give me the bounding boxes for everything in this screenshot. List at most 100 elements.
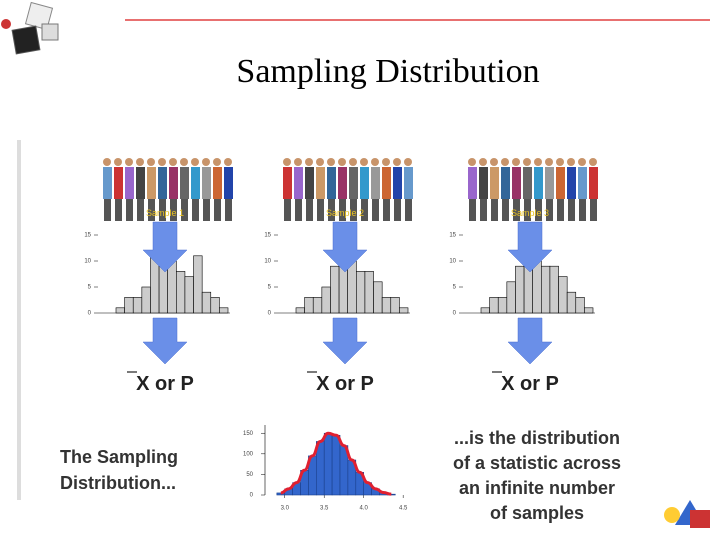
person-head <box>501 158 509 166</box>
bar <box>381 297 392 314</box>
y-tick-label: 0 <box>268 311 272 317</box>
person-legs <box>170 199 177 221</box>
person-body <box>202 167 211 199</box>
bar <box>399 307 409 314</box>
person-legs <box>590 199 597 221</box>
y-tick-label: 5 <box>268 285 272 291</box>
x-tick-label: 4.0 <box>360 506 369 512</box>
person-head <box>103 158 111 166</box>
person-head <box>512 158 520 166</box>
bar <box>124 297 134 314</box>
person-body <box>556 167 565 199</box>
bar <box>295 307 305 314</box>
bar <box>201 291 212 314</box>
person-legs <box>546 199 553 221</box>
person-body <box>534 167 543 199</box>
person-legs <box>137 199 144 221</box>
y-tick-label: 10 <box>264 259 271 265</box>
y-tick-label: 0 <box>250 493 254 499</box>
person-legs <box>480 199 487 221</box>
person-body <box>338 167 347 199</box>
person-body <box>360 167 369 199</box>
person-body <box>349 167 358 199</box>
person-body <box>169 167 178 199</box>
bar <box>210 297 220 314</box>
bar <box>584 307 594 314</box>
person-body <box>512 167 521 199</box>
person-legs <box>557 199 564 221</box>
right-text: ...is the distribution <box>454 428 620 448</box>
bar <box>330 265 340 314</box>
bar <box>167 260 177 314</box>
person-body <box>567 167 576 199</box>
person-legs <box>214 199 221 221</box>
right-text: of a statistic across <box>453 453 621 473</box>
person-head <box>136 158 144 166</box>
person-head <box>371 158 379 166</box>
person-legs <box>328 199 335 221</box>
person-head <box>213 158 221 166</box>
x-tick-label: 3.0 <box>281 506 290 512</box>
bar <box>176 271 186 314</box>
person-legs <box>372 199 379 221</box>
bar <box>373 281 383 314</box>
y-tick-label: 15 <box>84 233 91 239</box>
bar <box>566 291 577 314</box>
person-body <box>191 167 200 199</box>
person-legs <box>126 199 133 221</box>
bar <box>489 297 499 314</box>
person-legs <box>491 199 498 221</box>
down-arrow <box>322 317 368 365</box>
person-legs <box>361 199 368 221</box>
person-body <box>125 167 134 199</box>
sample-label: Sample 2 <box>326 208 364 218</box>
bar <box>323 432 333 496</box>
person-head <box>169 158 177 166</box>
y-tick-label: 15 <box>264 233 271 239</box>
person-head <box>305 158 313 166</box>
bar <box>558 276 568 314</box>
person-body <box>382 167 391 199</box>
y-tick-label: 5 <box>88 285 92 291</box>
y-tick-label: 50 <box>246 472 253 478</box>
person-head <box>294 158 302 166</box>
bar <box>132 297 143 314</box>
x-tick-label: 4.5 <box>399 506 408 512</box>
person-legs <box>159 199 166 221</box>
bar <box>321 286 331 314</box>
person-legs <box>284 199 291 221</box>
bar <box>115 307 125 314</box>
person-head <box>191 158 199 166</box>
person-head <box>534 158 542 166</box>
bar <box>304 297 314 314</box>
person-legs <box>317 199 324 221</box>
y-tick-label: 10 <box>84 259 91 265</box>
bar <box>193 255 203 314</box>
statistic-label: X or P <box>501 373 559 395</box>
person-legs <box>383 199 390 221</box>
population-group: Sample 1 0 5 10 15 X or P <box>84 158 233 395</box>
person-legs <box>568 199 575 221</box>
y-tick-label: 5 <box>453 285 457 291</box>
person-head <box>589 158 597 166</box>
person-head <box>327 158 335 166</box>
person-legs <box>203 199 210 221</box>
person-legs <box>181 199 188 221</box>
person-body <box>393 167 402 199</box>
person-body <box>136 167 145 199</box>
y-tick-label: 100 <box>243 451 254 457</box>
bar <box>497 297 508 314</box>
person-legs <box>225 199 232 221</box>
down-arrow <box>142 221 188 273</box>
x-tick-label: 3.5 <box>320 506 329 512</box>
sample-label: Sample 3 <box>511 208 549 218</box>
person-body <box>479 167 488 199</box>
person-body <box>490 167 499 199</box>
person-body <box>114 167 123 199</box>
person-head <box>523 158 531 166</box>
person-legs <box>104 199 111 221</box>
person-body <box>180 167 189 199</box>
person-head <box>202 158 210 166</box>
right-text: an infinite number <box>459 478 615 498</box>
